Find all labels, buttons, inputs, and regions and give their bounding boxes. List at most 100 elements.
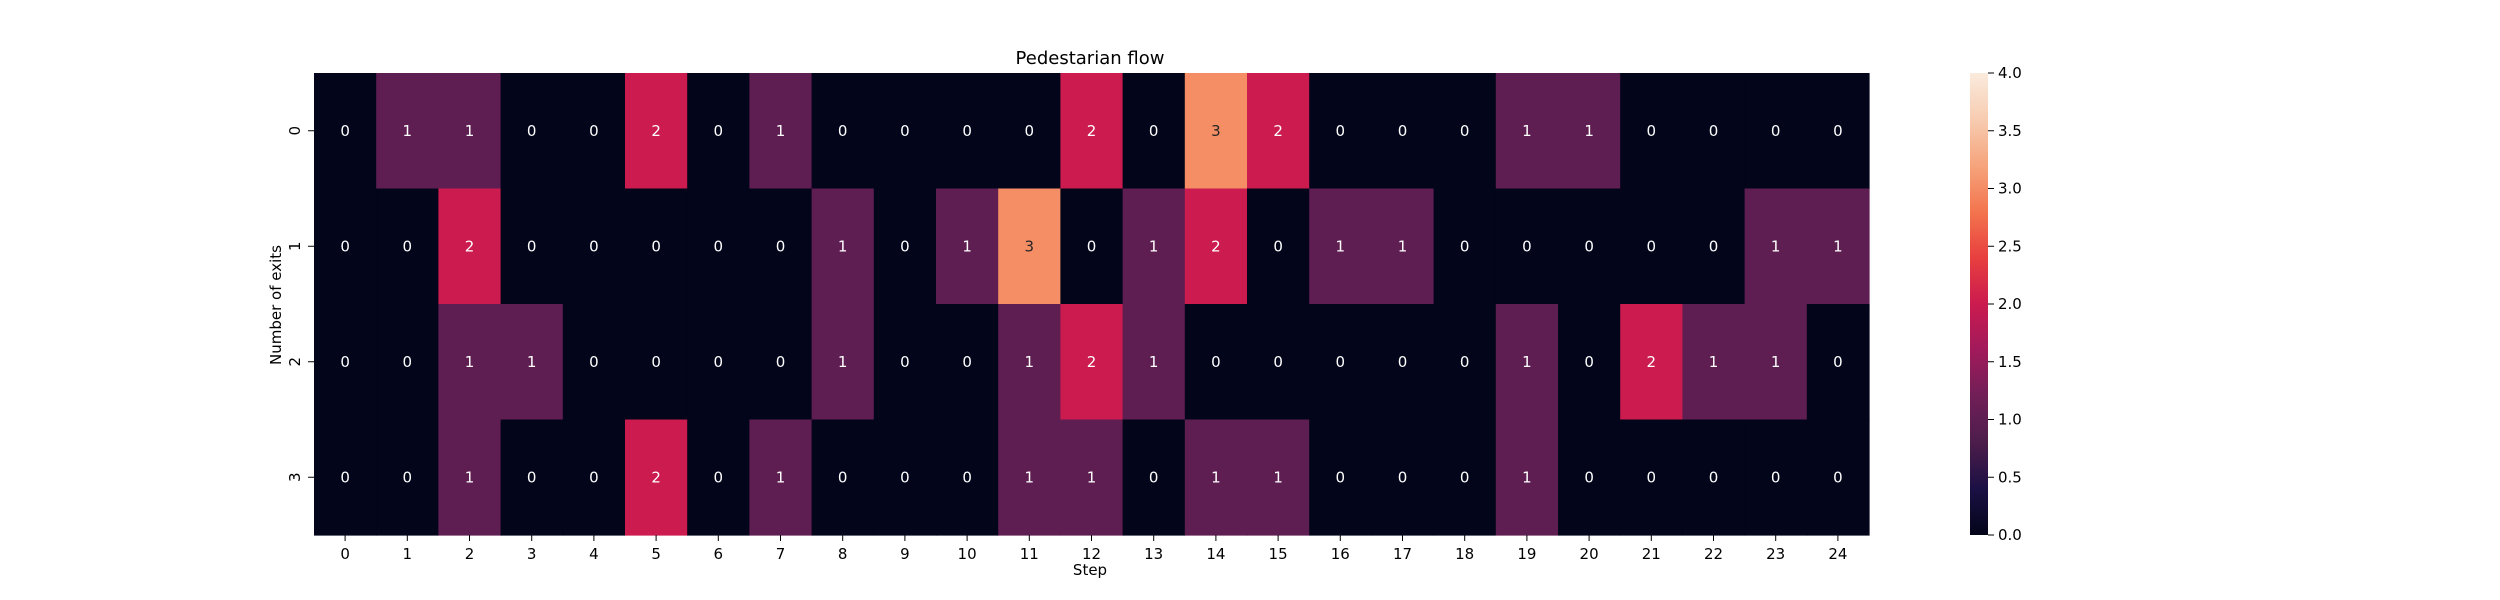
heatmap-cell <box>749 73 813 190</box>
cell-value-label: 0 <box>589 237 599 255</box>
cell-value-label: 0 <box>1647 468 1657 486</box>
heatmap-cell <box>1744 419 1808 536</box>
cell-value-label: 0 <box>1709 468 1719 486</box>
cell-value-label: 0 <box>962 122 972 140</box>
cell-value-label: 0 <box>1833 353 1843 371</box>
heatmap-cell <box>625 73 688 190</box>
cell-value-label: 0 <box>776 237 786 255</box>
cell-value-label: 0 <box>838 468 848 486</box>
x-tick-label: 8 <box>838 545 848 563</box>
cell-value-label: 2 <box>1273 122 1283 140</box>
heatmap-cells: 0 1 1 0 0 2 0 1 0 0 0 0 2 0 3 2 0 0 0 1 1 0 0 0 0 0 0 2 0 0 0 0 0 1 0 1 3 0 1 2… <box>314 73 1870 536</box>
cell-value-label: 1 <box>1522 122 1532 140</box>
heatmap-cell <box>314 188 377 305</box>
heatmap-cell <box>1620 419 1683 536</box>
cell-value-label: 1 <box>776 468 786 486</box>
y-axis-label: Number of exits <box>267 245 285 365</box>
cell-value-label: 0 <box>651 237 661 255</box>
cell-value-label: 0 <box>1522 237 1532 255</box>
heatmap-cell <box>811 419 875 536</box>
heatmap-cell <box>1495 188 1559 305</box>
cell-value-label: 0 <box>1398 122 1408 140</box>
heatmap-cell <box>1806 304 1870 421</box>
cell-value-label: 1 <box>1522 353 1532 371</box>
colorbar: 0.0 0.5 1.0 1.5 2.0 2.5 3.0 3.5 4.0 <box>1970 64 2022 544</box>
heatmap-cell <box>438 304 502 421</box>
cell-value-label: 1 <box>1833 237 1843 255</box>
cell-value-label: 0 <box>1709 122 1719 140</box>
cell-value-label: 2 <box>1211 237 1221 255</box>
x-tick-label: 13 <box>1144 545 1163 563</box>
heatmap-cell <box>1247 304 1310 421</box>
heatmap-cell <box>687 419 750 536</box>
cell-value-label: 0 <box>1709 237 1719 255</box>
heatmap-cell <box>562 419 626 536</box>
heatmap-cell <box>314 73 377 190</box>
x-tick-label: 18 <box>1455 545 1474 563</box>
cell-value-label: 0 <box>900 353 910 371</box>
cell-value-label: 1 <box>403 122 413 140</box>
cell-value-label: 0 <box>962 353 972 371</box>
cell-value-label: 0 <box>1460 353 1470 371</box>
heatmap-cell <box>936 188 999 305</box>
cell-value-label: 0 <box>1460 122 1470 140</box>
cell-value-label: 0 <box>900 468 910 486</box>
heatmap-cell <box>873 73 937 190</box>
heatmap-cell <box>873 304 937 421</box>
heatmap-cell <box>1806 73 1870 190</box>
cell-value-label: 0 <box>403 237 413 255</box>
cell-value-label: 1 <box>1336 237 1346 255</box>
cell-value-label: 1 <box>1771 353 1781 371</box>
colorbar-tick-label: 2.5 <box>1998 237 2022 255</box>
x-tick-label: 22 <box>1704 545 1723 563</box>
x-axis-label: Step <box>1073 561 1107 579</box>
heatmap-cell <box>936 73 999 190</box>
colorbar-tick-label: 3.0 <box>1998 180 2022 198</box>
heatmap-cell <box>811 73 875 190</box>
heatmap-cell <box>1247 419 1310 536</box>
x-tick-label: 0 <box>340 545 350 563</box>
cell-value-label: 0 <box>1273 237 1283 255</box>
heatmap-cell <box>1620 304 1683 421</box>
cell-value-label: 0 <box>527 468 537 486</box>
heatmap-cell <box>376 304 439 421</box>
heatmap-cell <box>562 304 626 421</box>
x-axis: 0 1 2 3 4 5 6 7 8 9 10 11 12 13 14 15 16 17 18 19 20 21 22 23 24 <box>340 535 1847 563</box>
x-tick-label: 14 <box>1206 545 1225 563</box>
cell-value-label: 0 <box>527 237 537 255</box>
heatmap-cell <box>1122 73 1186 190</box>
cell-value-label: 0 <box>1584 353 1594 371</box>
heatmap-cell <box>998 419 1061 536</box>
heatmap-cell <box>438 419 502 536</box>
cell-value-label: 0 <box>1149 122 1159 140</box>
cell-value-label: 1 <box>838 353 848 371</box>
cell-value-label: 0 <box>1833 122 1843 140</box>
cell-value-label: 2 <box>1087 122 1097 140</box>
heatmap-cell <box>1620 188 1683 305</box>
cell-value-label: 1 <box>465 468 475 486</box>
heatmap-cell <box>1309 419 1372 536</box>
cell-value-label: 1 <box>465 353 475 371</box>
x-tick-label: 24 <box>1828 545 1847 563</box>
cell-value-label: 0 <box>1647 237 1657 255</box>
cell-value-label: 2 <box>651 468 661 486</box>
cell-value-label: 1 <box>1709 353 1719 371</box>
cell-value-label: 1 <box>527 353 537 371</box>
colorbar-gradient <box>1970 73 1988 535</box>
x-tick-label: 5 <box>651 545 661 563</box>
heatmap-cell <box>500 188 564 305</box>
heatmap-cell <box>1744 188 1808 305</box>
cell-value-label: 0 <box>1771 122 1781 140</box>
heatmap-cell <box>1247 73 1310 190</box>
heatmap-cell <box>500 419 564 536</box>
cell-value-label: 0 <box>403 353 413 371</box>
colorbar-tick-label: 0.0 <box>1998 526 2022 544</box>
cell-value-label: 0 <box>340 468 350 486</box>
cell-value-label: 0 <box>403 468 413 486</box>
x-tick-label: 17 <box>1393 545 1412 563</box>
cell-value-label: 1 <box>962 237 972 255</box>
x-tick-label: 7 <box>776 545 786 563</box>
heatmap-cell <box>1433 419 1497 536</box>
cell-value-label: 0 <box>1460 468 1470 486</box>
cell-value-label: 0 <box>900 237 910 255</box>
